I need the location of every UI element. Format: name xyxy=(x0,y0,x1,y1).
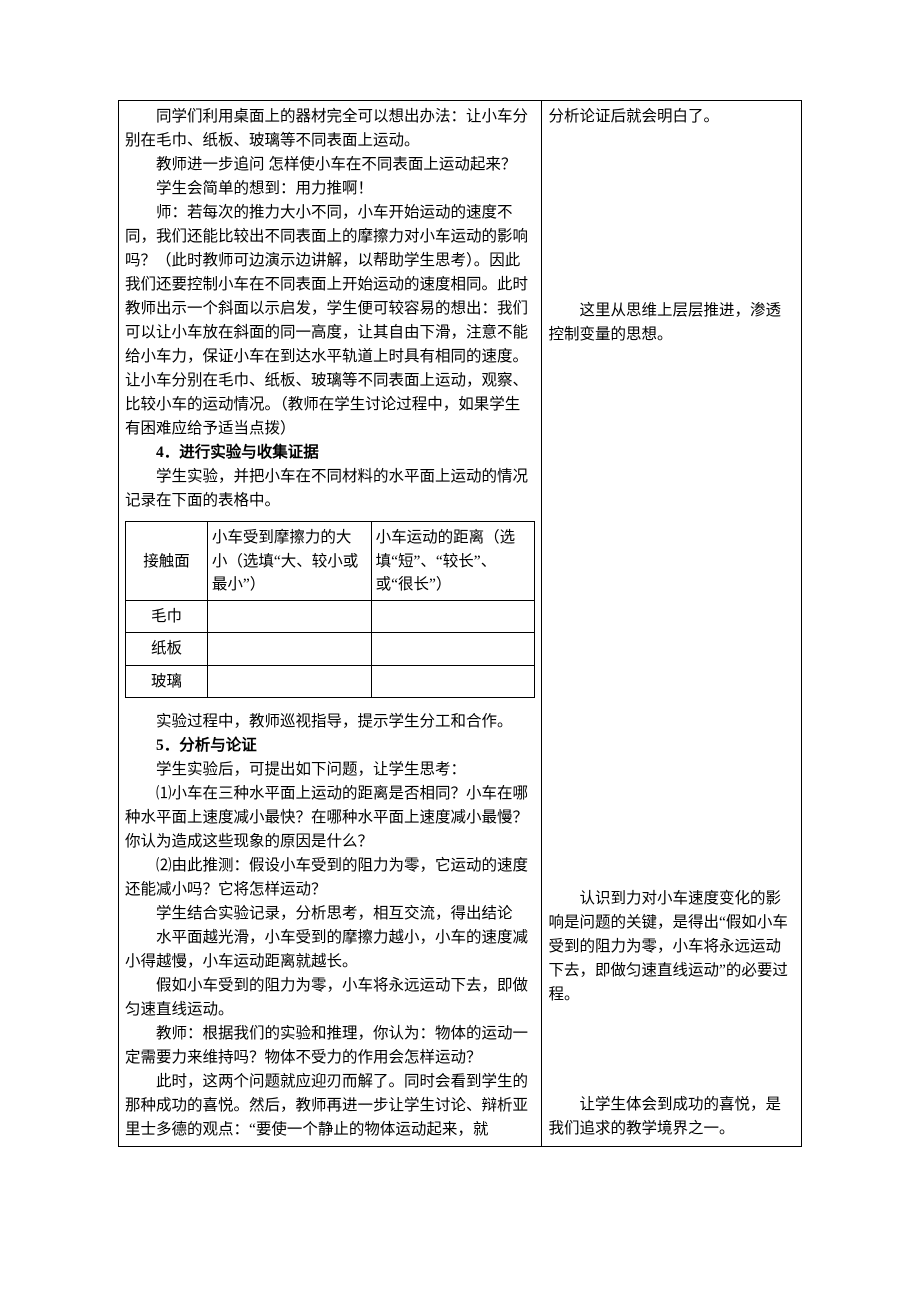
para: 教师进一步追问 怎样使小车在不同表面上运动起来？ xyxy=(125,153,535,177)
para: 教师：根据我们的实验和推理，你认为：物体的运动一定需要力来维持吗？物体不受力的作… xyxy=(125,1022,535,1070)
para: 学生会简单的想到：用力推啊！ xyxy=(125,177,535,201)
left-cell: 同学们利用桌面上的器材完全可以想出办法：让小车分别在毛巾、纸板、玻璃等不同表面上… xyxy=(119,101,542,1147)
para: 假如小车受到的阻力为零，小车将永远运动下去，即做匀速直线运动。 xyxy=(125,974,535,1022)
inner-header-row: 接触面 小车受到摩擦力的大小（选填“大、较小或最小”） 小车运动的距离（选填“短… xyxy=(126,522,535,601)
para: 学生实验后，可提出如下问题，让学生思考： xyxy=(125,758,535,782)
col-header-surface: 接触面 xyxy=(126,522,208,601)
para: 学生实验，并把小车在不同材料的水平面上运动的情况记录在下面的表格中。 xyxy=(125,465,535,513)
para: 学生结合实验记录，分析思考，相互交流，得出结论 xyxy=(125,902,535,926)
cell-friction xyxy=(207,633,371,665)
col-header-distance: 小车运动的距离（选填“短”、“较长”、或“很长”） xyxy=(371,522,535,601)
cell-surface: 纸板 xyxy=(126,633,208,665)
para: 师：若每次的推力大小不同，小车开始运动的速度不同，我们还能比较出不同表面上的摩擦… xyxy=(125,201,535,441)
cell-friction xyxy=(207,601,371,633)
inner-row: 毛巾 xyxy=(126,601,535,633)
para: 实验过程中，教师巡视指导，提示学生分工和合作。 xyxy=(125,710,535,734)
para: 此时，这两个问题就应迎刃而解了。同时会看到学生的那种成功的喜悦。然后，教师再进一… xyxy=(125,1070,535,1142)
cell-distance xyxy=(371,665,535,697)
outer-table: 同学们利用桌面上的器材完全可以想出办法：让小车分别在毛巾、纸板、玻璃等不同表面上… xyxy=(118,100,802,1147)
para: ⑴小车在三种水平面上运动的距离是否相同？小车在哪种水平面上速度减小最快？在哪种水… xyxy=(125,782,535,854)
cell-distance xyxy=(371,633,535,665)
inner-row: 纸板 xyxy=(126,633,535,665)
cell-distance xyxy=(371,601,535,633)
note: 这里从思维上层层推进，渗透控制变量的思想。 xyxy=(548,299,795,347)
cell-surface: 玻璃 xyxy=(126,665,208,697)
inner-row: 玻璃 xyxy=(126,665,535,697)
para: 水平面越光滑，小车受到的摩擦力越小，小车的速度减小得越慢，小车运动距离就越长。 xyxy=(125,926,535,974)
cell-surface: 毛巾 xyxy=(126,601,208,633)
col-header-friction: 小车受到摩擦力的大小（选填“大、较小或最小”） xyxy=(207,522,371,601)
para: 同学们利用桌面上的器材完全可以想出办法：让小车分别在毛巾、纸板、玻璃等不同表面上… xyxy=(125,105,535,153)
note: 认识到力对小车速度变化的影响是问题的关键，是得出“假如小车受到的阻力为零，小车将… xyxy=(548,887,795,1007)
note: 让学生体会到成功的喜悦，是我们追求的教学境界之一。 xyxy=(548,1093,795,1141)
inner-table: 接触面 小车受到摩擦力的大小（选填“大、较小或最小”） 小车运动的距离（选填“短… xyxy=(125,521,535,698)
table-row: 同学们利用桌面上的器材完全可以想出办法：让小车分别在毛巾、纸板、玻璃等不同表面上… xyxy=(119,101,802,1147)
right-cell: 分析论证后就会明白了。 这里从思维上层层推进，渗透控制变量的思想。 认识到力对小… xyxy=(542,101,802,1147)
note: 分析论证后就会明白了。 xyxy=(548,105,795,129)
heading-4: 4．进行实验与收集证据 xyxy=(125,441,535,465)
heading-5: 5．分析与论证 xyxy=(125,734,535,758)
cell-friction xyxy=(207,665,371,697)
para: ⑵由此推测：假设小车受到的阻力为零，它运动的速度还能减小吗？它将怎样运动？ xyxy=(125,854,535,902)
page: 同学们利用桌面上的器材完全可以想出办法：让小车分别在毛巾、纸板、玻璃等不同表面上… xyxy=(0,0,920,1227)
